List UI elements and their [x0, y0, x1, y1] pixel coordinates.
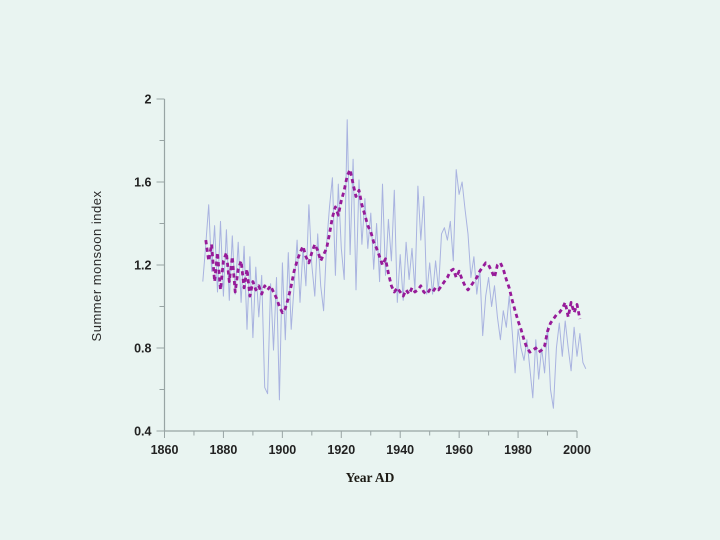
x-tick-label: 1960: [445, 443, 473, 457]
y-tick-label: 0.8: [134, 342, 151, 356]
y-tick-label: 1.2: [134, 259, 151, 273]
data-series: [202, 119, 587, 409]
x-tick-label: 1900: [268, 443, 296, 457]
x-tick-label: 1860: [151, 443, 179, 457]
x-tick-label: 2000: [563, 443, 591, 457]
x-tick-label: 1940: [386, 443, 414, 457]
axis-ticks: [156, 98, 578, 438]
y-tick-label: 0.4: [134, 425, 151, 439]
x-tick-label: 1980: [504, 443, 532, 457]
y-tick-label: 1.6: [134, 176, 151, 190]
x-axis-title: Year AD: [346, 470, 395, 485]
smoothed-series-line: [204, 168, 582, 354]
x-tick-label: 1880: [210, 443, 238, 457]
y-axis-title: Summer monsoon index: [89, 191, 104, 342]
x-tick-label: 1920: [327, 443, 355, 457]
y-tick-label: 2: [145, 93, 152, 107]
annual-series-line: [202, 119, 587, 409]
